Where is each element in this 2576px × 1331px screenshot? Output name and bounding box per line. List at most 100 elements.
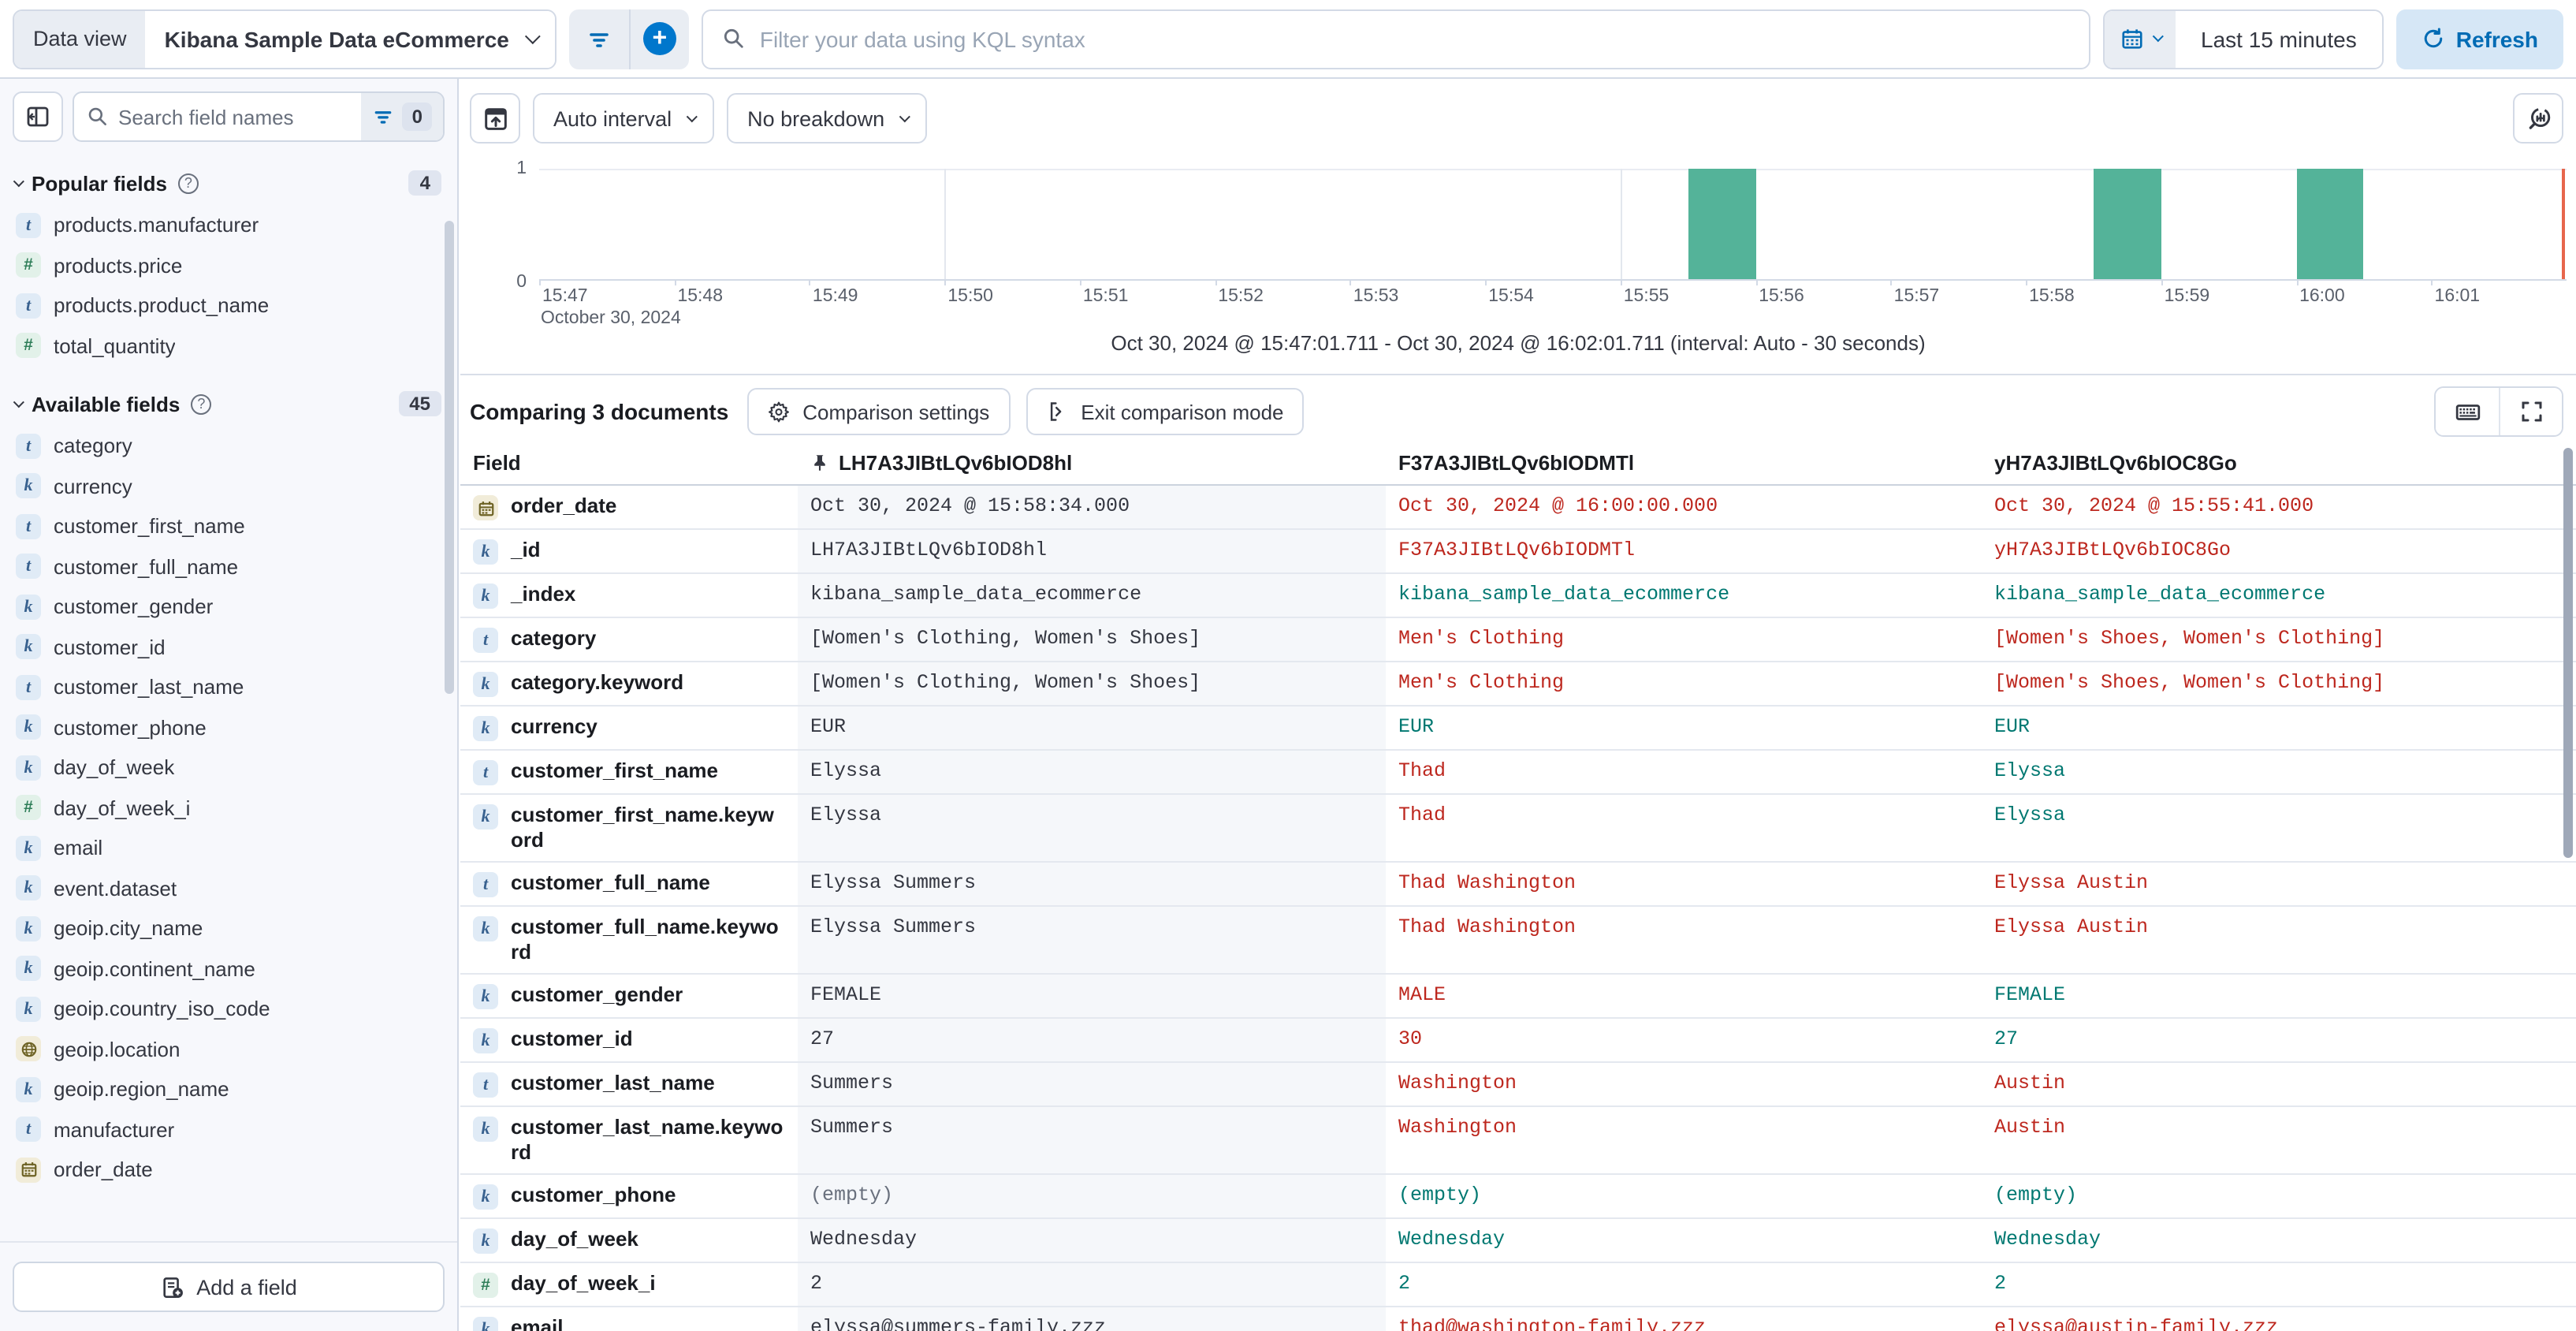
data-view-value[interactable]: Kibana Sample Data eCommerce — [145, 10, 555, 67]
date-picker-button[interactable] — [2105, 10, 2176, 67]
sidebar-field-manufacturer[interactable]: t manufacturer — [13, 1109, 441, 1150]
field-name-cell[interactable]: k customer_gender — [460, 975, 798, 1019]
sidebar-field-products.price[interactable]: # products.price — [13, 245, 441, 285]
collapse-sidebar-button[interactable] — [13, 91, 63, 142]
sidebar-field-email[interactable]: k email — [13, 828, 441, 868]
field-filter-button[interactable]: 0 — [361, 93, 443, 140]
calendar-icon — [2122, 29, 2142, 49]
keyboard-shortcuts-button[interactable] — [2436, 388, 2499, 435]
x-axis-tickmark — [1755, 279, 1758, 285]
value-cell: Thad — [1386, 795, 1982, 863]
field-name-cell[interactable]: # day_of_week_i — [460, 1263, 798, 1307]
sidebar-field-day_of_week_i[interactable]: # day_of_week_i — [13, 788, 441, 828]
sidebar-field-geoip.continent_name[interactable]: k geoip.continent_name — [13, 949, 441, 989]
sidebar-field-event.dataset[interactable]: k event.dataset — [13, 868, 441, 908]
histogram-bar[interactable] — [2093, 169, 2161, 279]
fullscreen-button[interactable] — [2499, 388, 2562, 435]
sidebar-field-total_quantity[interactable]: # total_quantity — [13, 326, 441, 366]
histogram-bar[interactable] — [2296, 169, 2364, 279]
field-name-cell[interactable]: k _id — [460, 530, 798, 574]
sidebar-field-category[interactable]: t category — [13, 426, 441, 466]
field-name-cell[interactable]: k day_of_week — [460, 1219, 798, 1263]
sidebar-field-day_of_week[interactable]: k day_of_week — [13, 748, 441, 788]
value-cell: FEMALE — [798, 975, 1386, 1019]
field-name-cell[interactable]: t customer_last_name — [460, 1063, 798, 1107]
sidebar-field-currency[interactable]: k currency — [13, 466, 441, 506]
sidebar-field-customer_first_name[interactable]: t customer_first_name — [13, 506, 441, 546]
sidebar-field-order_date[interactable]: order_date — [13, 1150, 441, 1190]
sidebar-field-geoip.region_name[interactable]: k geoip.region_name — [13, 1069, 441, 1109]
field-name-cell[interactable]: order_date — [460, 486, 798, 530]
field-name-cell[interactable]: k category.keyword — [460, 662, 798, 707]
field-name-cell[interactable]: k email — [460, 1307, 798, 1331]
field-search-input[interactable] — [118, 105, 362, 129]
keyword-field-icon: k — [473, 672, 498, 697]
chevron-down-icon — [13, 175, 24, 187]
edit-visualization-button[interactable] — [2513, 93, 2563, 144]
pin-icon — [814, 455, 825, 471]
exit-comparison-button[interactable]: Exit comparison mode — [1026, 388, 1305, 435]
x-axis-tick-label: 15:59 — [2164, 287, 2210, 306]
field-name-cell[interactable]: k customer_phone — [460, 1175, 798, 1219]
time-range-value[interactable]: Last 15 minutes — [2176, 10, 2382, 67]
field-name-cell[interactable]: k customer_last_name.keyword — [460, 1107, 798, 1175]
value-cell: Wednesday — [1982, 1219, 2576, 1263]
field-name-cell[interactable]: t customer_first_name — [460, 751, 798, 795]
field-name-cell[interactable]: k customer_first_name.keyword — [460, 795, 798, 863]
popular-fields-header[interactable]: Popular fields ? 4 — [13, 170, 441, 196]
field-name-cell[interactable]: k customer_id — [460, 1019, 798, 1063]
text-field-icon: t — [473, 1072, 498, 1098]
kql-search-bar[interactable] — [701, 9, 2091, 69]
sidebar-field-geoip.city_name[interactable]: k geoip.city_name — [13, 908, 441, 949]
field-search[interactable]: 0 — [73, 91, 445, 142]
value-cell: Elyssa Austin — [1982, 863, 2576, 907]
x-axis-tick-label: 16:01 — [2434, 287, 2481, 306]
field-name-cell[interactable]: k _index — [460, 574, 798, 618]
keyword-field-icon: k — [473, 984, 498, 1009]
table-scrollbar[interactable] — [2563, 448, 2573, 858]
value-cell: Men's Clothing — [1386, 618, 1982, 662]
field-name-cell[interactable]: k customer_full_name.keyword — [460, 907, 798, 975]
field-name: customer_full_name — [511, 871, 710, 894]
comparison-settings-button[interactable]: Comparison settings — [747, 388, 1011, 435]
data-view-picker[interactable]: Data view Kibana Sample Data eCommerce — [13, 9, 557, 69]
interval-dropdown[interactable]: Auto interval — [533, 93, 715, 144]
field-label: manufacturer — [54, 1117, 175, 1142]
histogram-bar[interactable] — [1688, 169, 1756, 279]
value-cell: elyssa@summers-family.zzz — [798, 1307, 1386, 1331]
field-label: customer_first_name — [54, 514, 245, 539]
refresh-button[interactable]: Refresh — [2395, 9, 2563, 69]
keyword-field-icon: k — [473, 583, 498, 609]
field-name-cell[interactable]: k currency — [460, 707, 798, 751]
sidebar-field-customer_gender[interactable]: k customer_gender — [13, 587, 441, 627]
text-field-icon: t — [473, 760, 498, 785]
current-time-marker — [2562, 169, 2565, 279]
available-fields-header[interactable]: Available fields ? 45 — [13, 391, 441, 416]
doc-header-3: yH7A3JIBtLQv6bIOC8Go — [1982, 445, 2576, 486]
kql-input[interactable] — [759, 26, 2071, 51]
sidebar-field-geoip.location[interactable]: geoip.location — [13, 1029, 441, 1069]
sidebar-field-customer_id[interactable]: k customer_id — [13, 627, 441, 667]
sidebar-field-products.manufacturer[interactable]: t products.manufacturer — [13, 205, 441, 245]
value-cell: Thad — [1386, 751, 1982, 795]
collapse-panel-icon — [27, 106, 49, 127]
field-name: day_of_week — [511, 1227, 638, 1251]
field-name-cell[interactable]: t customer_full_name — [460, 863, 798, 907]
value-cell: LH7A3JIBtLQv6bIOD8hl — [798, 530, 1386, 574]
x-axis-tick-label: 15:56 — [1759, 287, 1804, 306]
sidebar-field-geoip.country_iso_code[interactable]: k geoip.country_iso_code — [13, 989, 441, 1029]
geo-field-icon — [16, 1036, 41, 1062]
breakdown-dropdown[interactable]: No breakdown — [727, 93, 928, 144]
sidebar-scrollbar[interactable] — [445, 221, 454, 694]
filter-list-button[interactable] — [569, 9, 629, 69]
sidebar-field-customer_full_name[interactable]: t customer_full_name — [13, 546, 441, 587]
data-view-label: Data view — [14, 10, 146, 67]
add-filter-button[interactable]: + — [628, 9, 689, 69]
sidebar-field-products.product_name[interactable]: t products.product_name — [13, 285, 441, 326]
chart-plot-area[interactable]: 1 0 October 30, 2024 15:47 15:48 15:49 15:5… — [516, 159, 2567, 328]
field-name-cell[interactable]: t category — [460, 618, 798, 662]
add-field-button[interactable]: Add a field — [13, 1262, 445, 1312]
sidebar-field-customer_last_name[interactable]: t customer_last_name — [13, 667, 441, 707]
sidebar-field-customer_phone[interactable]: k customer_phone — [13, 707, 441, 748]
chart-options-button[interactable] — [470, 93, 520, 144]
